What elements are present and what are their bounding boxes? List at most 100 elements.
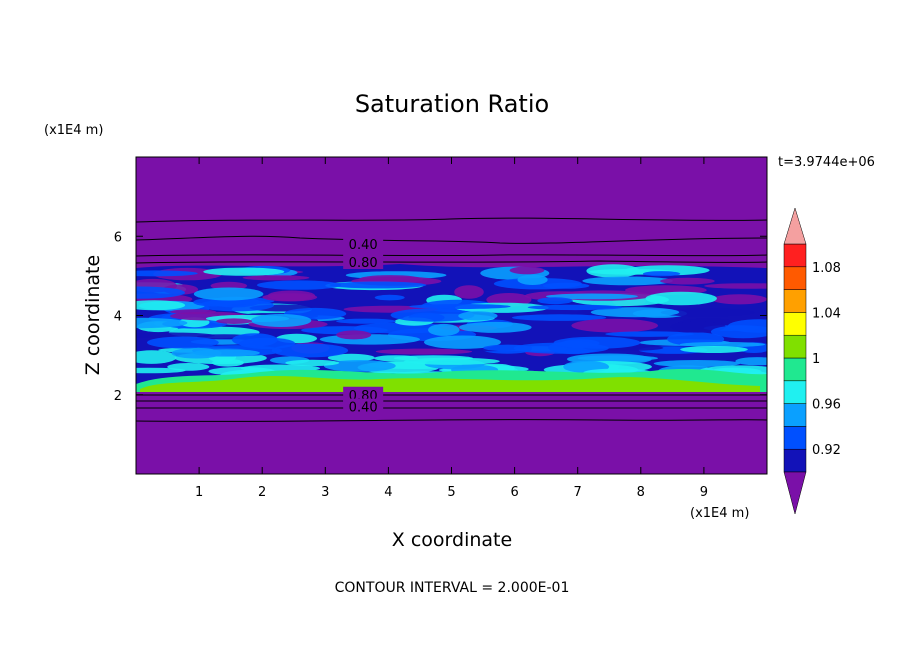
colorbar-tick-label: 1.08 <box>812 261 841 276</box>
contour-line-upper-3 <box>136 254 767 257</box>
field-blob <box>257 280 341 290</box>
field-blob <box>327 353 375 362</box>
field-blob <box>517 274 548 285</box>
field-blob <box>735 357 767 366</box>
field-blob <box>390 308 475 322</box>
field-blob <box>267 290 316 302</box>
contour-line-lower-2 <box>136 400 767 402</box>
colorbar-segment <box>783 312 807 336</box>
field-blob <box>271 343 349 358</box>
field-blob <box>147 336 219 349</box>
colorbar-over-arrow <box>783 207 807 245</box>
colorbar-segment <box>783 334 807 359</box>
colorbar-segment <box>783 243 807 268</box>
x-tick-label: 5 <box>447 485 455 500</box>
colorbar-segment <box>783 266 807 290</box>
contour-label-bg <box>343 254 384 270</box>
y-tick-label: 4 <box>114 310 122 325</box>
field-blob <box>537 297 573 305</box>
field-blob <box>653 360 741 367</box>
colorbar-segment <box>783 289 807 313</box>
field-blob <box>428 323 460 336</box>
field-blob <box>642 271 681 277</box>
field-blob <box>710 325 767 339</box>
y-unit-label: (x1E4 m) <box>44 123 103 138</box>
colorbar-segment <box>783 380 807 404</box>
colorbar-segment <box>783 426 807 450</box>
field-blob <box>459 321 532 333</box>
contour-line-upper-4 <box>136 260 767 264</box>
contour-label: 0.40 <box>349 401 378 416</box>
field-blob <box>680 346 748 353</box>
field-blob <box>704 283 767 289</box>
x-tick-label: 7 <box>574 485 582 500</box>
field-blob <box>590 307 680 318</box>
field-blob <box>329 281 427 289</box>
x-tick-label: 9 <box>700 485 708 500</box>
chart-title: Saturation Ratio <box>355 90 549 118</box>
field-blob <box>409 304 511 309</box>
field-blob <box>242 275 310 281</box>
y-axis-label: Z coordinate <box>82 255 104 375</box>
x-unit-label: (x1E4 m) <box>690 506 749 521</box>
field-blob <box>711 294 767 305</box>
field-blob <box>374 294 405 301</box>
field-blob <box>483 344 532 352</box>
field-blob <box>285 359 340 367</box>
field-blobs <box>136 264 767 386</box>
y-tick-label: 2 <box>114 389 122 404</box>
field-blob <box>136 367 186 374</box>
contour-field <box>136 157 767 474</box>
field-blob <box>250 314 312 327</box>
field-blob <box>670 321 726 333</box>
field-blob <box>136 350 177 364</box>
time-label: t=3.9744e+06 <box>778 155 875 170</box>
colorbar-tick-label: 1.04 <box>812 306 841 321</box>
field-blob <box>193 287 264 301</box>
colorbar-under-arrow <box>783 471 807 515</box>
field-blob <box>136 317 188 329</box>
field-blob <box>216 318 253 325</box>
contour-label: 0.80 <box>349 256 378 271</box>
contour-label-bg <box>343 386 384 402</box>
colorbar-segment <box>783 357 807 382</box>
field-blob <box>404 357 500 365</box>
field-blob <box>323 360 396 372</box>
field-blob <box>527 304 624 311</box>
field-blob <box>577 355 658 362</box>
x-axis-label: X coordinate <box>392 529 512 551</box>
y-axis-ticks: 2 4 6 <box>114 230 767 404</box>
field-blob <box>353 322 451 334</box>
field-band-lime <box>140 376 760 392</box>
field-blob <box>553 336 641 349</box>
field-blob <box>136 286 185 299</box>
contour-label-bg <box>343 398 384 414</box>
field-blob <box>136 270 198 277</box>
colorbar-tick-label: 0.96 <box>812 398 841 413</box>
field-blob <box>645 291 717 306</box>
colorbar-segment <box>783 448 807 473</box>
field-blob <box>571 318 658 333</box>
field-blob <box>660 308 755 317</box>
x-tick-label: 2 <box>258 485 266 500</box>
field-blob <box>509 266 545 275</box>
contour-lines <box>136 217 767 422</box>
field-blob <box>136 300 186 311</box>
contour-line-lower-3 <box>136 407 767 409</box>
x-tick-label: 8 <box>637 485 645 500</box>
field-blob <box>375 348 473 355</box>
colorbar-tick-label: 1 <box>812 352 820 367</box>
field-blob <box>605 331 695 337</box>
field-blob <box>192 349 260 357</box>
field-blob <box>679 341 766 348</box>
x-tick-label: 3 <box>321 485 329 500</box>
contour-line-lower-4 <box>136 419 767 422</box>
contour-label: 0.40 <box>349 238 378 253</box>
contour-label-bg <box>343 236 384 252</box>
x-tick-label: 4 <box>384 485 392 500</box>
contour-labels: 0.400.800.800.40 <box>343 236 384 416</box>
field-blob <box>203 267 285 276</box>
field-blob <box>511 314 607 321</box>
colorbar-tick-label: 0.92 <box>812 443 841 458</box>
